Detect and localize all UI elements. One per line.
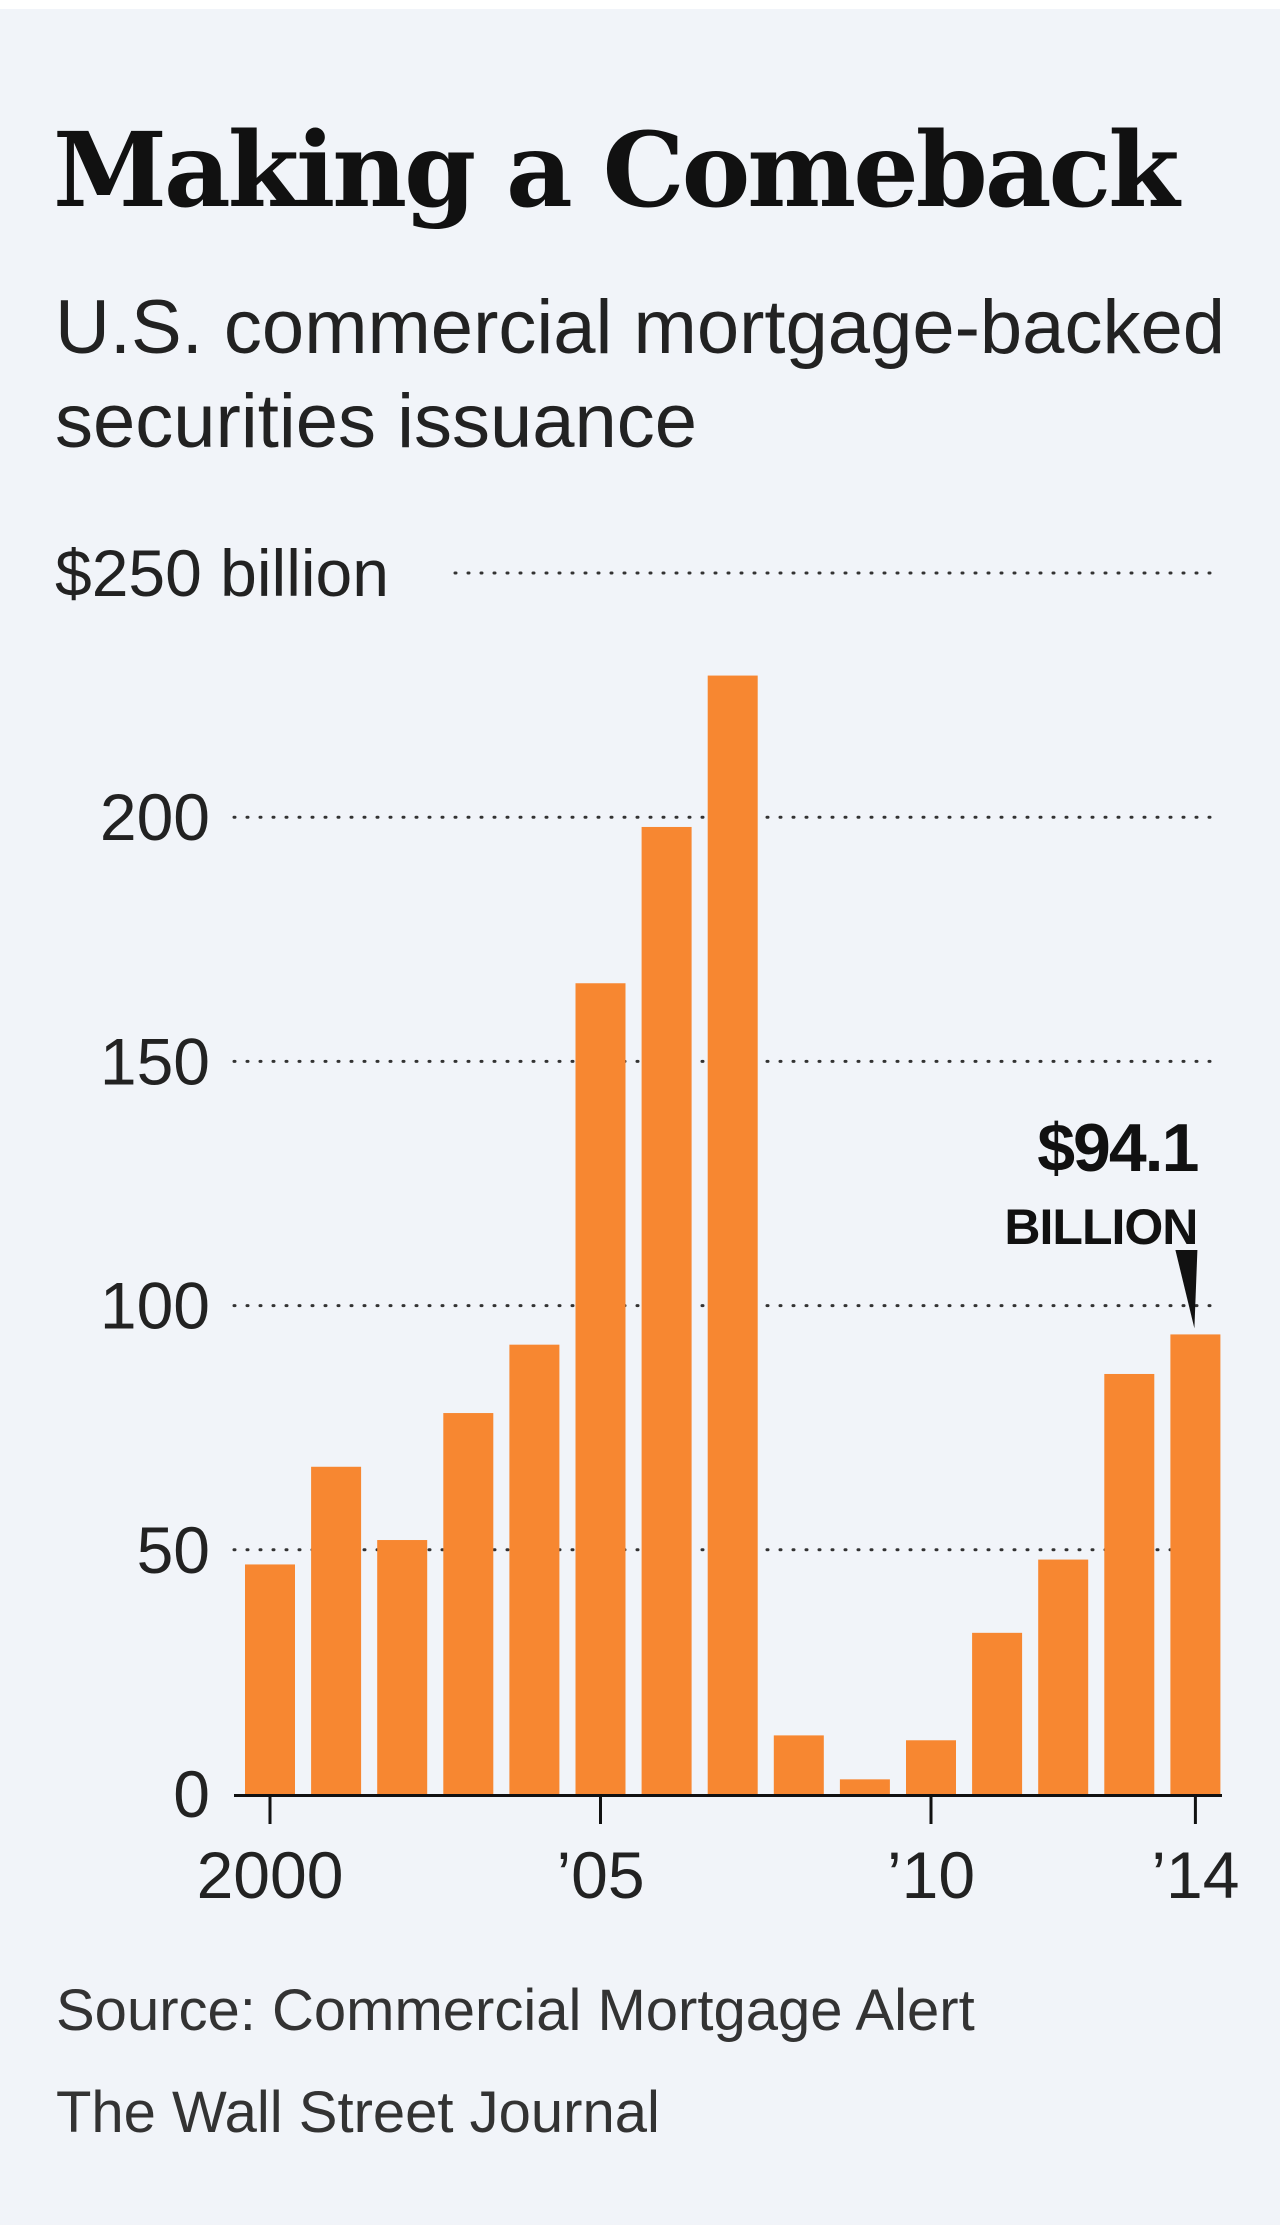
x-axis	[234, 1794, 1222, 1824]
x-tick-label-2000: 2000	[197, 1838, 344, 1912]
bar-2002	[377, 1540, 428, 1794]
bars	[245, 675, 1221, 1795]
bar-2010	[906, 1740, 956, 1794]
bar-2003	[443, 1413, 494, 1794]
chart-panel: Making a Comeback U.S. commercial mortga…	[0, 9, 1280, 2225]
y-tick-label-100: 100	[100, 1269, 210, 1343]
y-tick-label-150: 150	[100, 1024, 210, 1098]
bar-2008	[773, 1735, 824, 1794]
annotation: $94.1 BILLION	[1004, 1110, 1200, 1329]
bar-2005	[575, 983, 626, 1794]
chart-subtitle: U.S. commercial mortgage-backed securiti…	[55, 285, 1225, 464]
x-tick-label-2014: ’14	[1151, 1838, 1239, 1912]
bar-2014	[1170, 1334, 1221, 1794]
annotation-pointer-icon	[1175, 1250, 1198, 1329]
annotation-unit: BILLION	[1004, 1199, 1197, 1255]
bar-2006	[641, 826, 692, 1794]
tick-labels: 0 50 100 150 200 $250 billion 2000 ’05 ’10 ’14	[55, 536, 1239, 1912]
bar-2013	[1104, 1373, 1155, 1794]
y-tick-label-200: 200	[100, 780, 210, 854]
annotation-value: $94.1	[1037, 1110, 1197, 1186]
bar-2001	[311, 1466, 362, 1794]
y-tick-label-50: 50	[137, 1513, 210, 1587]
bar-2000	[245, 1564, 295, 1794]
bar-2011	[972, 1632, 1023, 1794]
chart-title: Making a Comeback	[53, 110, 1180, 231]
y-tick-label-0: 0	[173, 1757, 210, 1831]
bar-2009	[839, 1779, 890, 1794]
bar-2004	[509, 1344, 560, 1794]
y-tick-label-250: $250 billion	[55, 536, 389, 610]
x-tick-label-2005: ’05	[556, 1838, 644, 1912]
x-tick-label-2010: ’10	[887, 1838, 975, 1912]
bar-2007	[707, 675, 758, 1795]
source-note: Source: Commercial Mortgage Alert	[56, 1978, 975, 2043]
bar-2012	[1038, 1559, 1089, 1794]
credit-note: The Wall Street Journal	[56, 2080, 660, 2145]
